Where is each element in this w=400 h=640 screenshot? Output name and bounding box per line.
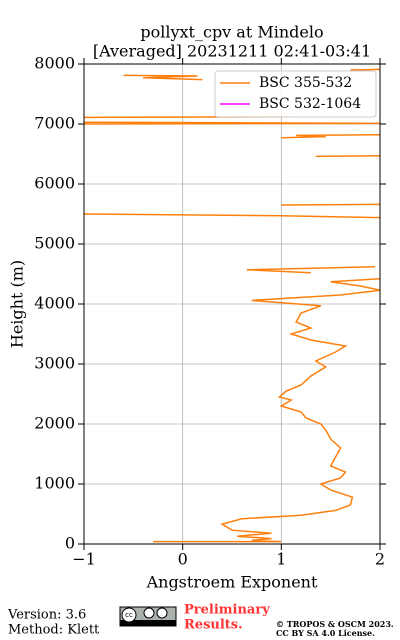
copyright: CC BY SA 4.0 License. [276,628,375,638]
x-tick-label: 0 [178,550,188,569]
legend-label: BSC 532-1064 [259,96,361,112]
method: Method: Klett [8,623,100,638]
y-tick-label: 4000 [34,294,75,313]
copyright: © TROPOS & OSCM 2023. [276,619,394,629]
y-tick-label: 7000 [34,114,75,133]
y-tick-label: 8000 [34,54,75,73]
preliminary-note: Results. [184,618,243,633]
y-tick-label: 6000 [34,174,75,193]
chart-subtitle: [Averaged] 20231211 02:41-03:41 [93,42,371,61]
cc-logo: cc [119,606,177,627]
y-tick-label: 2000 [34,414,75,433]
version: Version: 3.6 [7,608,86,623]
preliminary-note: Preliminary [184,603,270,618]
chart-title: pollyxt_cpv at Mindelo [140,23,323,42]
svg-text:cc: cc [125,611,133,619]
y-axis-label: Height (m) [8,260,27,348]
x-tick-label: −1 [72,550,96,569]
data-line [84,68,380,543]
y-tick-label: 3000 [34,354,75,373]
x-axis-label: Angstroem Exponent [146,573,318,592]
y-tick-label: 0 [65,534,75,553]
y-tick-label: 1000 [34,474,75,493]
x-tick-label: 2 [375,550,385,569]
x-tick-label: 1 [276,550,286,569]
legend-label: BSC 355-532 [259,75,352,91]
plot-frame [83,63,381,545]
y-tick-label: 5000 [34,234,75,253]
legend-box [214,70,377,118]
